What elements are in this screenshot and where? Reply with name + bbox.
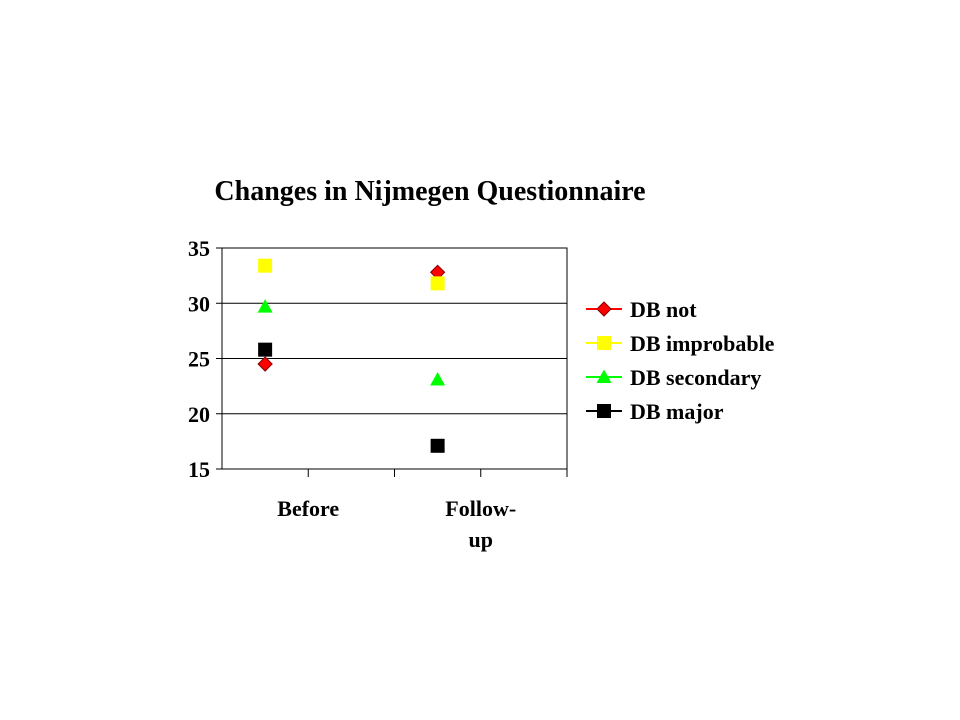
data-point-db-improbable (258, 258, 273, 273)
x-category-label: Before (277, 496, 339, 521)
data-point-db-major (430, 438, 445, 453)
x-category-label-line: up (469, 527, 493, 552)
y-tick-label: 35 (188, 236, 210, 261)
legend: DB not DB improbable DB secondary DB major (586, 297, 775, 424)
x-category-label-line: Follow- (445, 496, 516, 521)
legend-item: DB improbable (586, 331, 775, 356)
legend-item: DB not (586, 297, 697, 322)
x-axis-labels: Before Follow-up (277, 496, 516, 552)
y-tick-label: 30 (188, 291, 210, 316)
legend-item: DB major (586, 399, 724, 424)
legend-marker (596, 369, 612, 383)
data-point-db-not (257, 356, 273, 372)
legend-marker (597, 336, 611, 350)
legend-label: DB major (630, 399, 724, 424)
y-tick-label: 25 (188, 347, 210, 372)
y-tick-label: 15 (188, 457, 210, 482)
legend-marker (596, 301, 612, 317)
legend-marker (597, 404, 611, 418)
y-axis-ticks: 15 20 25 30 35 (188, 236, 210, 482)
legend-item: DB secondary (586, 365, 761, 390)
data-point-db-secondary (257, 299, 273, 313)
legend-label: DB improbable (630, 331, 775, 356)
chart-title: Changes in Nijmegen Questionnaire (214, 176, 645, 207)
data-markers (257, 258, 446, 453)
data-point-db-improbable (430, 276, 445, 291)
legend-label: DB not (630, 297, 697, 322)
x-category-label-line: Before (277, 496, 339, 521)
plot-area (216, 247, 568, 477)
y-tick-label: 20 (188, 402, 210, 427)
legend-label: DB secondary (630, 365, 761, 390)
x-category-label: Follow-up (445, 496, 516, 552)
data-point-db-secondary (430, 371, 446, 386)
data-point-db-major (258, 342, 273, 357)
